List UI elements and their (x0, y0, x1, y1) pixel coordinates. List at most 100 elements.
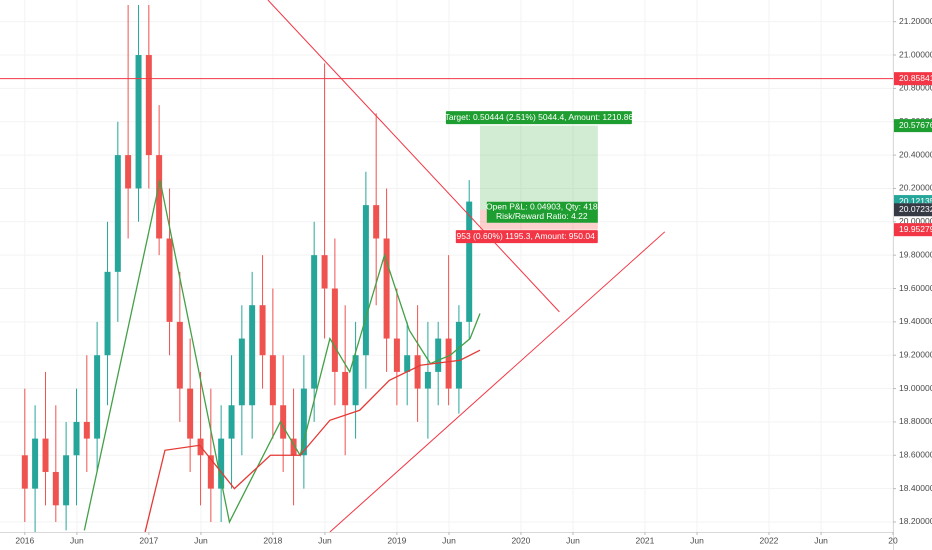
x-tick-label: Jun (566, 535, 580, 545)
candle-body (42, 438, 49, 472)
price-label: 20.57676 (899, 120, 932, 130)
candle-body (321, 255, 328, 289)
x-tick-label: Jun (442, 535, 456, 545)
candle-body (404, 355, 411, 372)
candle-body (259, 305, 266, 356)
candle-body (187, 388, 194, 439)
y-tick-label: 20.80000 (899, 83, 932, 93)
x-tick-label: Jun (814, 535, 828, 545)
candle-body (249, 305, 256, 406)
pnl-label: Open P&L: 0.04903, Qty: 418 (486, 201, 598, 211)
x-tick-label: 2021 (635, 535, 654, 545)
moving-average (83, 179, 481, 531)
candle-body (104, 271, 111, 356)
candle-body (156, 155, 163, 239)
y-tick-label: 19.60000 (899, 283, 932, 293)
y-tick-label: 20.40000 (899, 149, 932, 159)
stop-label: Stop: 0.11953 (0.60%) 1195.3, Amount: 95… (418, 231, 595, 241)
candle-body (445, 338, 452, 389)
price-label: 20.07232 (899, 204, 932, 214)
y-tick-label: 19.40000 (899, 316, 932, 326)
y-tick-label: 20.00000 (899, 216, 932, 226)
candle-body (83, 421, 90, 439)
price-label-box (894, 223, 932, 237)
profit-zone (479, 125, 598, 210)
x-tick-label: Jun (690, 535, 704, 545)
trend-line (267, 0, 560, 313)
candle-body (362, 205, 369, 356)
price-label-box (894, 203, 932, 217)
x-tick-label: 2016 (15, 535, 34, 545)
x-tick-label: Jun (70, 535, 84, 545)
candle-body (166, 238, 173, 322)
y-tick-label: 18.80000 (899, 416, 932, 426)
candle-body (94, 355, 101, 439)
candle-body (207, 455, 214, 489)
candle-body (424, 371, 431, 389)
candle-body (342, 371, 349, 406)
y-tick-label: 18.40000 (899, 483, 932, 493)
candle-body (32, 438, 39, 489)
candle-body (176, 321, 183, 389)
y-tick-label: 18.20000 (899, 516, 932, 526)
y-tick-label: 21.20000 (899, 16, 932, 26)
y-tick-label: 19.20000 (899, 349, 932, 359)
stop-label-box (455, 230, 598, 244)
candle-body (383, 238, 390, 339)
candle-body (300, 388, 307, 456)
price-label-box (894, 119, 932, 133)
x-tick-label: 2022 (760, 535, 779, 545)
trend-line (329, 231, 666, 532)
candle-body (135, 55, 142, 189)
rr-label: Risk/Reward Ratio: 4.22 (496, 211, 588, 221)
y-tick-label: 20.20000 (899, 183, 932, 193)
candle-body (228, 405, 235, 439)
candle-body (414, 355, 421, 389)
candle-body (280, 405, 287, 439)
pnl-box (486, 201, 598, 223)
x-tick-label: 2018 (263, 535, 282, 545)
y-tick-label: 18.60000 (899, 450, 932, 460)
candle-body (466, 201, 473, 322)
y-tick-label: 21.00000 (899, 49, 932, 59)
candle-body (331, 288, 338, 372)
candle-body (435, 338, 442, 372)
target-label: Target: 0.50444 (2.51%) 5044.4, Amount: … (445, 112, 634, 122)
price-label-box (894, 72, 932, 86)
candle-body (145, 55, 152, 156)
x-tick-label: 20 (888, 535, 898, 545)
candle-body (52, 471, 59, 506)
x-tick-label: 2017 (139, 535, 158, 545)
candle-body (311, 255, 318, 389)
price-axis-bg (893, 0, 932, 550)
moving-average (144, 349, 481, 532)
candle-body (21, 455, 28, 489)
candle-body (238, 338, 245, 406)
x-tick-label: Jun (318, 535, 332, 545)
y-tick-label: 19.00000 (899, 383, 932, 393)
candle-body (455, 321, 462, 389)
time-axis-bg (0, 532, 893, 550)
candle-body (114, 155, 121, 272)
candle-body (373, 205, 380, 239)
x-tick-label: Jun (194, 535, 208, 545)
price-label: 19.95279 (899, 224, 932, 234)
candle-body (218, 438, 225, 489)
candle-body (269, 355, 276, 406)
candle-body (63, 455, 70, 506)
candle-body (393, 338, 400, 372)
candle-body (73, 421, 80, 456)
y-tick-label: 19.80000 (899, 249, 932, 259)
price-label: 20.85841 (899, 73, 932, 83)
candle-body (352, 355, 359, 406)
x-tick-label: 2019 (387, 535, 406, 545)
plot-area: Target: 0.50444 (2.51%) 5044.4, Amount: … (0, 0, 893, 532)
candle-body (290, 438, 297, 456)
price-label: 20.12135 (899, 196, 932, 206)
target-label-box (445, 111, 632, 125)
x-tick-label: 2020 (511, 535, 530, 545)
candle-body (125, 155, 132, 189)
